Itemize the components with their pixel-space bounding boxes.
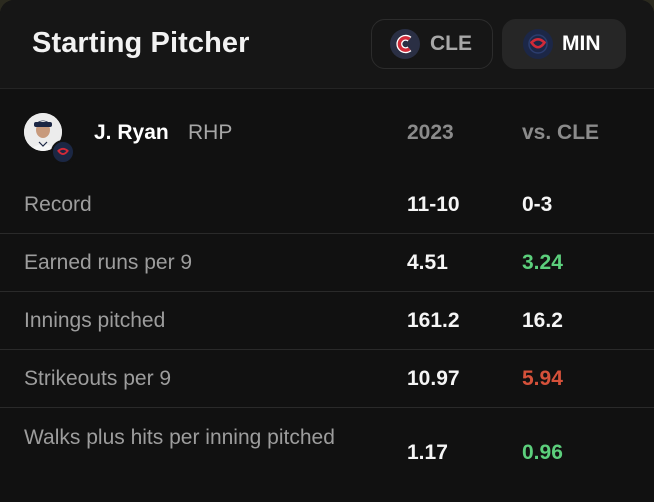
stat-season-value: 10.97: [407, 367, 460, 390]
stat-row-era: Earned runs per 9 4.51 3.24: [0, 234, 654, 292]
player-header-row: J. Ryan RHP 2023 vs. CLE: [0, 89, 654, 176]
stat-vs-value: 3.24: [522, 251, 563, 274]
team-toggle-cle[interactable]: CLE: [371, 19, 493, 69]
stat-season-value: 4.51: [407, 251, 448, 274]
stat-vs-value: 16.2: [522, 309, 563, 332]
column-header-season: 2023: [407, 121, 454, 144]
card-title: Starting Pitcher: [32, 27, 250, 59]
stat-label: Record: [24, 193, 92, 216]
stat-row-strikeouts: Strikeouts per 9 10.97 5.94: [0, 350, 654, 408]
guardians-c-logo-icon: [390, 29, 420, 59]
stat-row-record: Record 11-10 0-3: [0, 176, 654, 234]
player-team-badge-icon: [51, 140, 75, 164]
stat-label: Walks plus hits per inning pitched: [24, 426, 335, 449]
team-abbr-min: MIN: [562, 32, 601, 55]
stat-row-innings: Innings pitched 161.2 16.2: [0, 292, 654, 350]
stat-vs-value: 0-3: [522, 193, 553, 216]
player-position: RHP: [188, 121, 233, 144]
stat-season-value: 1.17: [407, 441, 448, 464]
player-name[interactable]: J. Ryan: [94, 121, 169, 144]
stat-label: Innings pitched: [24, 309, 166, 332]
stat-season-value: 11-10: [407, 193, 460, 216]
team-toggle-min[interactable]: MIN: [502, 19, 626, 69]
column-header-vs-opponent: vs. CLE: [522, 121, 600, 144]
stat-season-value: 161.2: [407, 309, 460, 332]
stat-vs-value: 0.96: [522, 441, 563, 464]
card-header: Starting Pitcher CLE MIN: [0, 0, 654, 89]
stat-row-whip: Walks plus hits per inning pitched 1.17 …: [0, 408, 654, 501]
stat-vs-value: 5.94: [522, 367, 563, 390]
twins-logo-icon: [523, 29, 553, 59]
stat-label: Earned runs per 9: [24, 251, 193, 274]
team-abbr-cle: CLE: [430, 32, 472, 55]
stat-label: Strikeouts per 9: [24, 367, 172, 390]
